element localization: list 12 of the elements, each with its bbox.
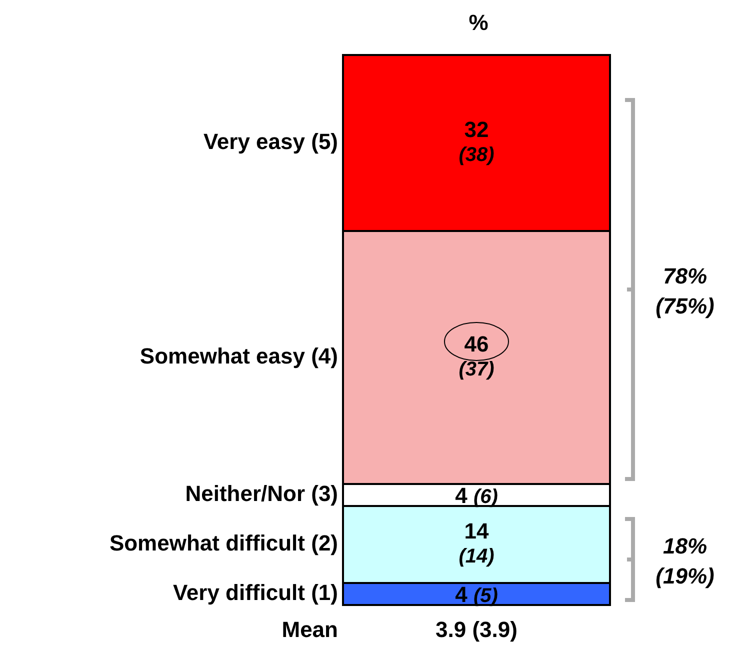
series-label: Somewhat easy (4): [140, 343, 338, 368]
text: 78% (75%): [656, 264, 714, 318]
series-label: Neither/Nor (3): [185, 480, 338, 506]
series-label: Very difficult (1): [172, 580, 338, 605]
series-label: Somewhat difficult (2): [109, 530, 338, 556]
data-label: 14 (14): [458, 518, 495, 568]
data-label: 46 (37): [458, 332, 495, 380]
text: 18% (19%): [656, 534, 714, 588]
series-label: Very easy (5): [203, 128, 338, 154]
text: Mean 3.9 (3.9): [282, 617, 518, 642]
data-label: 32 (38): [458, 117, 495, 166]
chart-title: %: [468, 10, 488, 35]
